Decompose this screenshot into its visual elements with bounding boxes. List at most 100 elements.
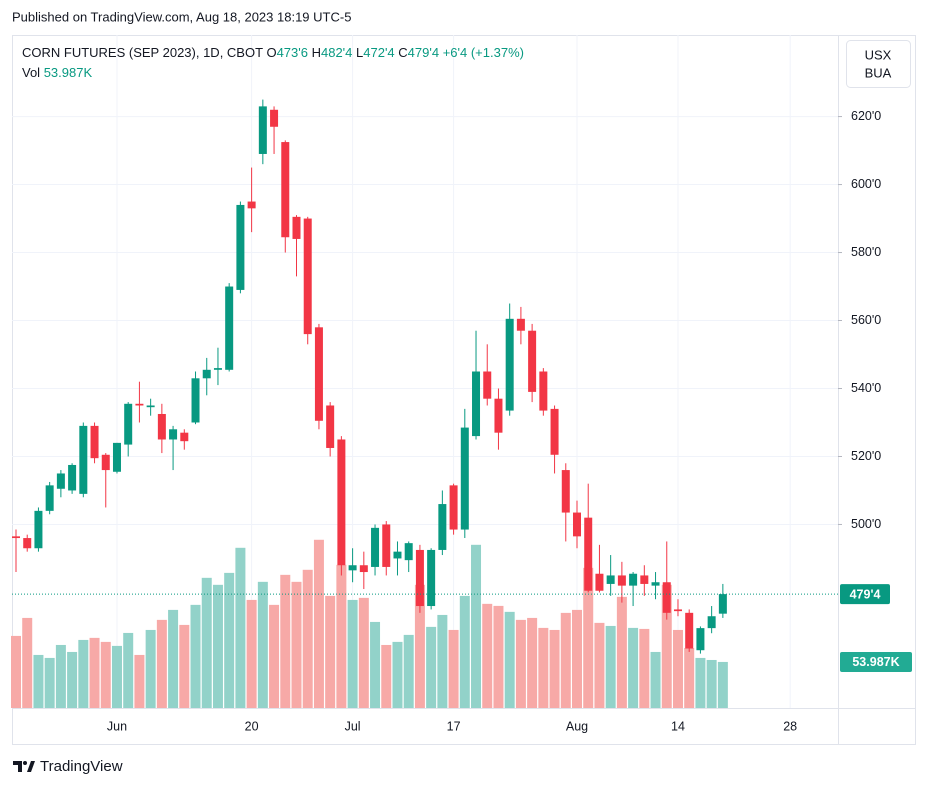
volume-name: Vol <box>22 65 40 80</box>
volume-bar <box>123 632 134 708</box>
candle-body <box>270 109 279 127</box>
volume-bar <box>672 629 683 708</box>
legend-key: O <box>266 45 276 60</box>
y-tick-label: 620'0 <box>851 109 881 123</box>
candle-body <box>202 369 211 379</box>
price-tag <box>840 584 890 605</box>
volume-bar <box>145 629 156 708</box>
x-tick-label: 20 <box>245 719 259 733</box>
volume-bar <box>661 584 672 708</box>
volume-legend: Vol 53.987K <box>22 65 92 80</box>
candle-body <box>281 142 290 238</box>
candle-body <box>371 527 380 567</box>
legend-value: 479'4 <box>408 45 439 60</box>
volume-bar <box>572 609 582 708</box>
volume-bar <box>459 595 470 708</box>
candle-body <box>528 330 537 392</box>
volume-bar <box>515 619 526 708</box>
currency-box[interactable] <box>846 40 911 88</box>
volume-bar <box>549 629 560 708</box>
volume-bar <box>538 627 549 708</box>
volume-bar <box>594 622 605 708</box>
candle-body <box>393 551 402 559</box>
volume-bar <box>605 625 616 708</box>
candle-body <box>707 616 716 629</box>
x-tick-label: Jun <box>107 719 127 733</box>
volume-bar <box>291 581 302 708</box>
legend-value: 482'4 <box>321 45 352 60</box>
candle-body <box>169 429 178 440</box>
candle-body <box>561 470 570 513</box>
candle-body <box>460 427 469 530</box>
volume-bar <box>504 611 515 708</box>
volume-bar <box>381 644 392 708</box>
volume-bar <box>448 629 459 708</box>
volume-bar <box>33 654 44 708</box>
candle-body <box>56 473 65 489</box>
volume-bar <box>22 617 33 708</box>
volume-bar <box>89 637 100 708</box>
volume-bar <box>44 657 55 708</box>
candle-body <box>629 573 638 586</box>
candle-body <box>516 318 525 331</box>
candle-body <box>606 575 615 584</box>
candle-body <box>292 216 301 239</box>
candle-body <box>157 413 166 440</box>
volume-bar <box>471 544 482 708</box>
candle-body <box>539 371 548 411</box>
y-tick-label: 600'0 <box>851 177 881 191</box>
currency: USX <box>865 47 892 62</box>
x-tick-label: Jul <box>345 719 361 733</box>
y-tick-label: 500'0 <box>851 517 881 531</box>
candle-body <box>584 517 593 591</box>
volume-bar <box>212 584 223 708</box>
volume-bar <box>370 621 381 708</box>
volume-bar <box>639 628 650 708</box>
candle-body <box>415 549 424 607</box>
candle-body <box>472 371 481 437</box>
volume-bar <box>280 574 291 708</box>
volume-tag <box>840 651 912 672</box>
volume-bar <box>336 564 347 708</box>
legend: CORN FUTURES (SEP 2023), 1D, CBOT O473'6… <box>22 45 524 60</box>
volume-bar <box>414 584 425 708</box>
volume-bar <box>100 641 111 708</box>
x-tick-label: 14 <box>671 719 685 733</box>
y-tick-label: 520'0 <box>851 449 881 463</box>
volume-bar <box>156 619 167 708</box>
candle-body <box>494 398 503 433</box>
candle-body <box>573 512 581 537</box>
volume-bar <box>325 595 336 708</box>
candle-body <box>68 464 77 491</box>
volume-bar <box>482 603 493 708</box>
price-tag-label: 479'4 <box>850 587 881 601</box>
candle-body <box>382 524 391 567</box>
legend-value: 472'4 <box>363 45 394 60</box>
legend-value: 473'6 <box>277 45 308 60</box>
volume-bar <box>11 635 21 708</box>
candle-body <box>337 439 346 566</box>
volume-bar <box>257 581 268 708</box>
volume-bar <box>684 647 695 708</box>
volume-value: 53.987K <box>44 65 93 80</box>
candle-body <box>617 575 626 586</box>
volume-bar <box>426 626 437 708</box>
volume-bar <box>628 627 639 708</box>
grid <box>12 35 838 708</box>
candle-body <box>314 327 323 421</box>
volume-bar <box>493 605 504 708</box>
published-note: Published on TradingView.com, Aug 18, 20… <box>12 9 351 24</box>
brand: TradingView <box>40 758 123 775</box>
volume-bar <box>583 567 594 708</box>
y-tick-label: 540'0 <box>851 381 881 395</box>
candle-body <box>191 378 200 423</box>
candle-body <box>640 575 649 584</box>
candle-body <box>696 628 705 651</box>
candle-body <box>12 536 20 539</box>
volume-bar <box>179 624 190 708</box>
volume-bar <box>235 547 246 708</box>
candle-body <box>651 582 660 586</box>
candle-body <box>236 204 245 290</box>
candle-body <box>673 609 682 612</box>
